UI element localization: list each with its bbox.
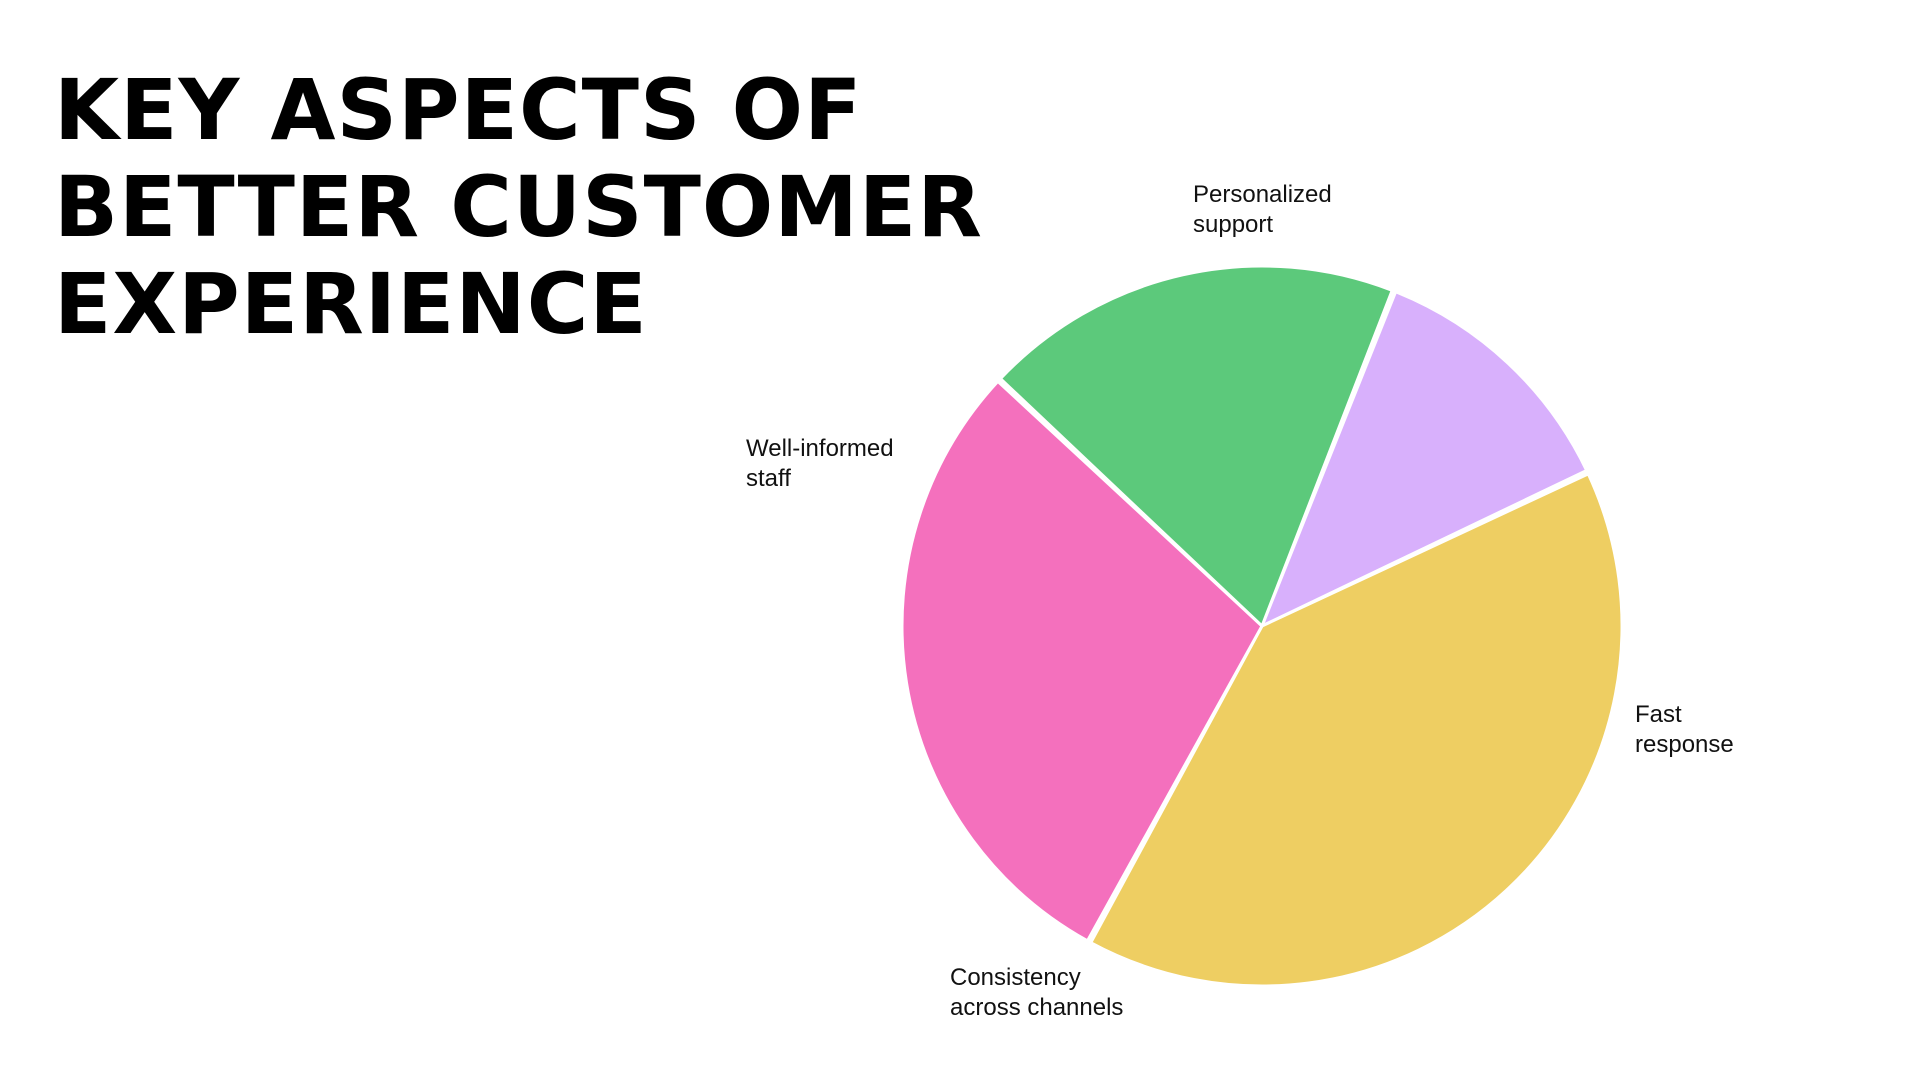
slice-label-2: Consistency across channels xyxy=(950,964,1123,1021)
chart-title: KEY ASPECTS OF BETTER CUSTOMER EXPERIENC… xyxy=(54,62,983,353)
pie-slice-3 xyxy=(998,264,1394,628)
slice-label-0: Personalized support xyxy=(1193,181,1332,238)
pie-slice-2 xyxy=(900,379,1264,943)
slice-label-3-line-0: Well-informed xyxy=(746,435,894,462)
slice-label-3-line-1: staff xyxy=(746,465,791,492)
slice-label-1-line-0: Fast xyxy=(1635,701,1682,728)
slice-label-0-line-1: support xyxy=(1193,211,1273,238)
slice-label-2-line-1: across channels xyxy=(950,994,1123,1021)
slice-label-2-line-0: Consistency xyxy=(950,964,1081,991)
chart-title-line-2: BETTER CUSTOMER xyxy=(54,158,983,256)
chart-title-line-3: EXPERIENCE xyxy=(54,255,648,353)
slice-label-1: Fast response xyxy=(1635,701,1734,758)
chart-title-line-1: KEY ASPECTS OF xyxy=(54,61,863,159)
slice-label-0-line-0: Personalized xyxy=(1193,181,1332,208)
pie-slice-1 xyxy=(1089,472,1624,988)
pie-slice-0 xyxy=(1260,290,1589,628)
slice-label-1-line-1: response xyxy=(1635,731,1734,758)
slice-label-3: Well-informed staff xyxy=(746,435,894,492)
